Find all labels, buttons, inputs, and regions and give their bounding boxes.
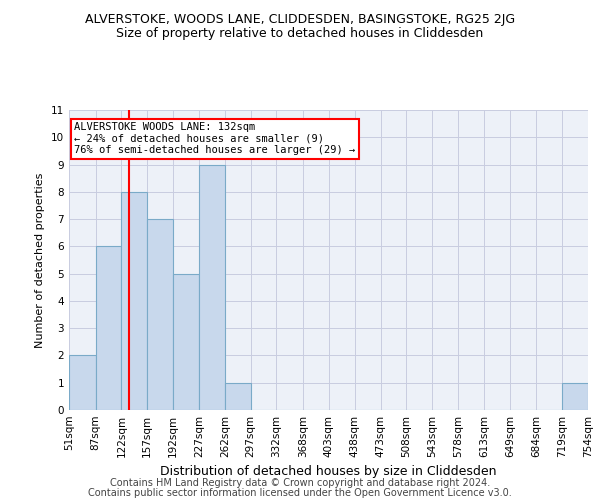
Bar xyxy=(147,219,173,410)
Text: ALVERSTOKE, WOODS LANE, CLIDDESDEN, BASINGSTOKE, RG25 2JG: ALVERSTOKE, WOODS LANE, CLIDDESDEN, BASI… xyxy=(85,12,515,26)
Bar xyxy=(173,274,199,410)
Y-axis label: Number of detached properties: Number of detached properties xyxy=(35,172,46,348)
Bar xyxy=(69,356,95,410)
X-axis label: Distribution of detached houses by size in Cliddesden: Distribution of detached houses by size … xyxy=(160,466,497,478)
Text: Contains HM Land Registry data © Crown copyright and database right 2024.: Contains HM Land Registry data © Crown c… xyxy=(110,478,490,488)
Bar xyxy=(199,164,225,410)
Text: ALVERSTOKE WOODS LANE: 132sqm
← 24% of detached houses are smaller (9)
76% of se: ALVERSTOKE WOODS LANE: 132sqm ← 24% of d… xyxy=(74,122,355,156)
Bar xyxy=(95,246,121,410)
Text: Size of property relative to detached houses in Cliddesden: Size of property relative to detached ho… xyxy=(116,28,484,40)
Bar xyxy=(121,192,147,410)
Bar xyxy=(562,382,588,410)
Text: Contains public sector information licensed under the Open Government Licence v3: Contains public sector information licen… xyxy=(88,488,512,498)
Bar xyxy=(225,382,251,410)
